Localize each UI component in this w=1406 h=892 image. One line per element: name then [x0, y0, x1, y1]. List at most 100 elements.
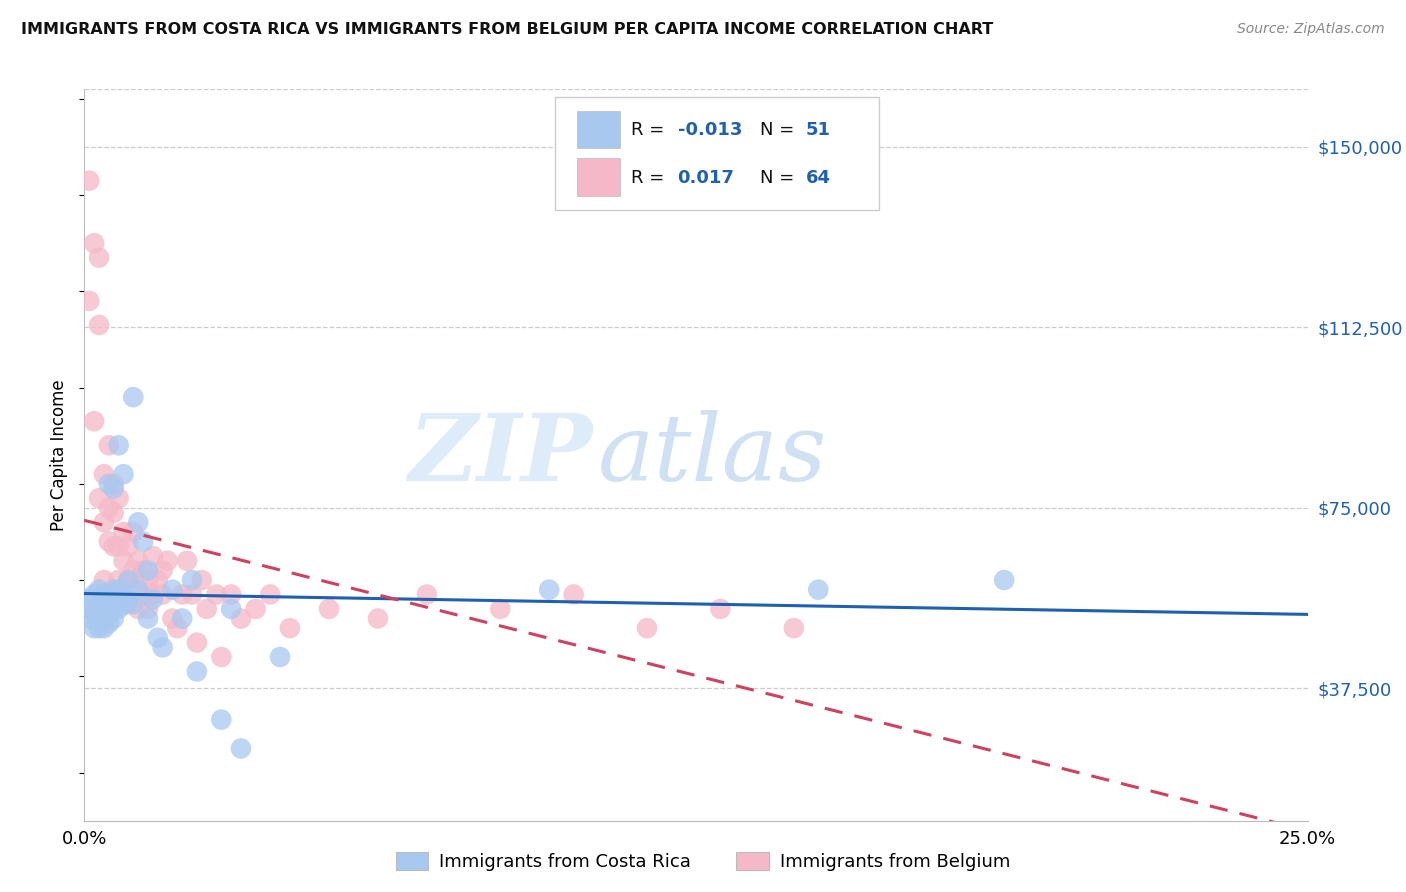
Point [77, 602, 100, 616]
Point [122, 597, 145, 611]
Point [87, 611, 110, 625]
Point [136, 563, 159, 577]
Point [77, 174, 100, 188]
Point [93, 467, 115, 482]
Point [93, 621, 115, 635]
Point [77, 611, 100, 625]
Point [103, 597, 125, 611]
Text: N =: N = [759, 121, 800, 139]
Point [219, 602, 242, 616]
Point [87, 582, 110, 597]
Point [93, 607, 115, 621]
Point [83, 587, 105, 601]
Point [209, 650, 232, 665]
Text: R =: R = [631, 121, 671, 139]
Point [136, 573, 159, 587]
Point [103, 539, 125, 553]
Point [112, 524, 135, 539]
Text: atlas: atlas [598, 410, 828, 500]
Y-axis label: Per Capita Income: Per Capita Income [51, 379, 69, 531]
Point [122, 563, 145, 577]
Point [112, 587, 135, 601]
Point [152, 640, 174, 655]
Point [127, 516, 149, 530]
Point [87, 251, 110, 265]
Point [146, 631, 169, 645]
Point [97, 587, 120, 601]
Point [142, 592, 165, 607]
FancyBboxPatch shape [578, 111, 620, 148]
Point [117, 539, 139, 553]
Point [103, 476, 125, 491]
Point [136, 611, 159, 625]
Point [142, 587, 165, 601]
Point [142, 549, 165, 563]
Point [181, 587, 204, 601]
Legend: Immigrants from Costa Rica, Immigrants from Belgium: Immigrants from Costa Rica, Immigrants f… [388, 845, 1018, 879]
Point [172, 587, 194, 601]
Point [127, 582, 149, 597]
Point [107, 573, 129, 587]
Text: R =: R = [631, 169, 671, 187]
Point [97, 500, 120, 515]
Point [97, 476, 120, 491]
Text: IMMIGRANTS FROM COSTA RICA VS IMMIGRANTS FROM BELGIUM PER CAPITA INCOME CORRELAT: IMMIGRANTS FROM COSTA RICA VS IMMIGRANTS… [21, 22, 994, 37]
Point [87, 318, 110, 332]
Point [112, 597, 135, 611]
Point [83, 236, 105, 251]
Point [709, 602, 731, 616]
Point [209, 713, 232, 727]
Point [83, 414, 105, 428]
Point [77, 293, 100, 308]
Point [136, 602, 159, 616]
Point [166, 621, 188, 635]
Point [107, 491, 129, 506]
Point [132, 587, 155, 601]
Point [127, 602, 149, 616]
Point [103, 506, 125, 520]
Point [112, 467, 135, 482]
Point [112, 554, 135, 568]
Point [97, 438, 120, 452]
Point [636, 621, 658, 635]
Point [181, 573, 204, 587]
Point [93, 573, 115, 587]
Point [162, 611, 184, 625]
Point [107, 582, 129, 597]
Text: N =: N = [759, 169, 800, 187]
Point [117, 573, 139, 587]
Point [97, 587, 120, 601]
Point [229, 741, 252, 756]
Point [107, 602, 129, 616]
Point [87, 621, 110, 635]
Text: -0.013: -0.013 [678, 121, 742, 139]
FancyBboxPatch shape [555, 96, 880, 210]
Point [172, 611, 194, 625]
Point [191, 573, 214, 587]
Point [122, 390, 145, 404]
Point [538, 582, 561, 597]
FancyBboxPatch shape [578, 158, 620, 195]
Point [117, 592, 139, 607]
Point [259, 587, 281, 601]
Point [176, 554, 198, 568]
Point [117, 597, 139, 611]
Point [97, 607, 120, 621]
Point [146, 573, 169, 587]
Point [87, 491, 110, 506]
Point [186, 665, 208, 679]
Point [562, 587, 585, 601]
Point [489, 602, 512, 616]
Point [132, 563, 155, 577]
Point [97, 597, 120, 611]
Point [416, 587, 439, 601]
Point [117, 573, 139, 587]
Text: Source: ZipAtlas.com: Source: ZipAtlas.com [1237, 22, 1385, 37]
Point [127, 554, 149, 568]
Point [77, 592, 100, 607]
Point [156, 554, 179, 568]
Point [783, 621, 806, 635]
Point [245, 602, 267, 616]
Point [122, 524, 145, 539]
Point [205, 587, 228, 601]
